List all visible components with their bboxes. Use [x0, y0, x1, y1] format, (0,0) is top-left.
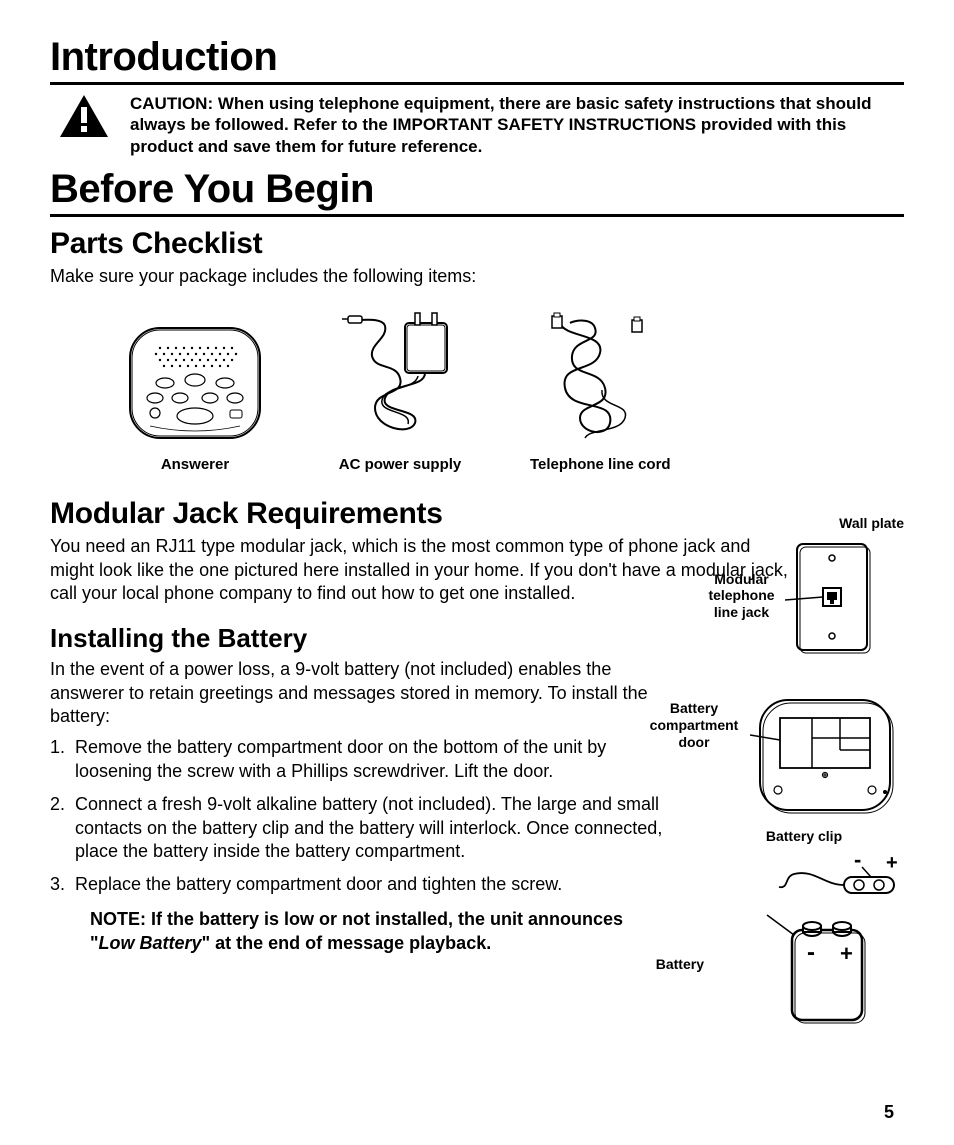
part-line-cord: Telephone line cord [530, 308, 671, 473]
clip-label: Battery clip [704, 828, 904, 845]
parts-intro: Make sure your package includes the foll… [50, 265, 904, 288]
battery-diagrams: Battery compartment door Battery cl [644, 690, 904, 1025]
heading-before-you-begin: Before You Begin [50, 167, 904, 217]
battery-steps: Remove the battery compartment door on t… [70, 736, 680, 896]
battery-clip-icon: - + [754, 849, 904, 899]
svg-text:+: + [886, 852, 898, 874]
caution-text: CAUTION: When using telephone equipment,… [130, 93, 896, 157]
svg-text:-: - [807, 939, 815, 966]
wall-plate-icon [785, 536, 875, 656]
door-label: Battery compartment door [644, 700, 744, 750]
part-label: Telephone line cord [530, 456, 671, 473]
answerer-icon [120, 318, 270, 448]
line-cord-icon [530, 308, 671, 448]
note-suffix: " at the end of message playback. [202, 933, 492, 953]
svg-text:-: - [854, 849, 861, 872]
ac-adapter-icon [330, 308, 470, 448]
battery-icon: - + [712, 905, 882, 1025]
wall-plate-diagram: Wall plate Modular telephone line jack [704, 515, 904, 656]
heading-parts-checklist: Parts Checklist [50, 227, 904, 261]
battery-step: Replace the battery compartment door and… [70, 873, 680, 896]
svg-text:+: + [840, 941, 853, 966]
battery-step: Connect a fresh 9-volt alkaline battery … [70, 793, 680, 863]
battery-step: Remove the battery compartment door on t… [70, 736, 680, 783]
jack-label: Modular telephone line jack [704, 571, 779, 621]
page-number: 5 [884, 1102, 894, 1123]
modular-body: You need an RJ11 type modular jack, whic… [50, 535, 790, 605]
wall-plate-label: Wall plate [704, 515, 904, 532]
unit-bottom-icon [750, 690, 900, 820]
part-label: Answerer [120, 456, 270, 473]
caution-block: CAUTION: When using telephone equipment,… [50, 93, 904, 157]
part-ac-power: AC power supply [330, 308, 470, 473]
part-answerer: Answerer [120, 318, 270, 473]
battery-intro: In the event of a power loss, a 9-volt b… [50, 658, 650, 728]
note-italic: Low Battery [99, 933, 202, 953]
parts-row: Answerer AC power supply [120, 308, 904, 473]
heading-introduction: Introduction [50, 35, 904, 85]
battery-note: NOTE: If the battery is low or not insta… [90, 907, 670, 956]
battery-label: Battery [644, 956, 704, 973]
part-label: AC power supply [330, 456, 470, 473]
warning-icon [58, 93, 110, 139]
